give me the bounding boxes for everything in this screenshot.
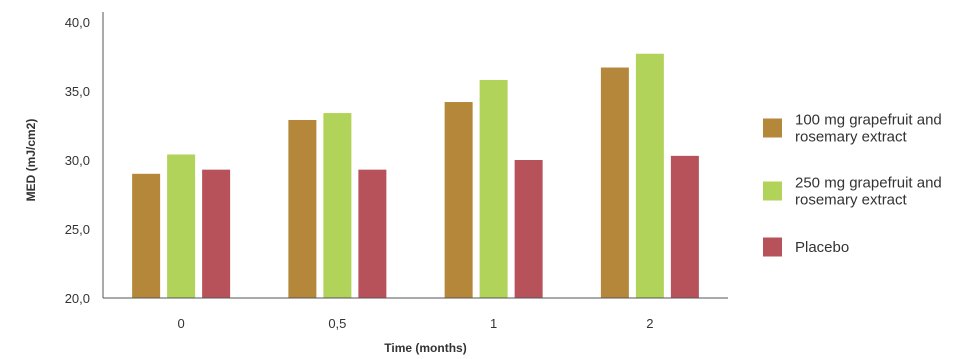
bar-series-2-cat-4 xyxy=(635,53,664,298)
legend-label-1: rosemary extract xyxy=(795,129,908,146)
legend-label-1: 100 mg grapefruit and xyxy=(795,112,942,129)
y-tick-label: 30,0 xyxy=(65,153,90,168)
bar-series-2-cat-1 xyxy=(167,154,196,298)
bar-series-3-cat-4 xyxy=(670,155,699,298)
legend-label-2: 250 mg grapefruit and xyxy=(795,175,942,192)
bars-group xyxy=(132,53,699,299)
bar-series-1-cat-1 xyxy=(132,173,161,298)
x-axis-label: Time (months) xyxy=(384,341,466,355)
legend-label-3: Placebo xyxy=(795,239,849,256)
legend-swatch-3 xyxy=(763,237,782,257)
x-ticks-group: 0 0,5 1 2 xyxy=(178,316,654,331)
bar-series-1-cat-4 xyxy=(600,67,629,298)
legend-swatch-1 xyxy=(763,118,782,138)
legend-label-2: rosemary extract xyxy=(795,192,908,209)
bar-series-1-cat-2 xyxy=(288,119,317,298)
y-tick-label: 25,0 xyxy=(65,222,90,237)
y-tick-label: 35,0 xyxy=(65,84,90,99)
bar-series-3-cat-1 xyxy=(202,169,231,298)
y-tick-label: 20,0 xyxy=(65,291,90,306)
x-tick-label: 1 xyxy=(490,316,497,331)
bar-series-2-cat-3 xyxy=(479,79,508,299)
y-tick-label: 40,0 xyxy=(65,15,90,30)
legend-swatch-2 xyxy=(763,181,782,201)
bar-series-3-cat-2 xyxy=(358,169,387,298)
bar-series-3-cat-3 xyxy=(514,160,543,298)
y-axis-label: MED (mJ/cm2) xyxy=(24,119,38,202)
x-tick-label: 0 xyxy=(178,316,185,331)
y-ticks-group: 20,0 25,0 30,0 35,0 40,0 xyxy=(65,15,90,306)
x-tick-label: 0,5 xyxy=(328,316,346,331)
x-tick-label: 2 xyxy=(646,316,653,331)
bar-series-1-cat-3 xyxy=(444,102,473,298)
bar-series-2-cat-2 xyxy=(323,113,352,298)
